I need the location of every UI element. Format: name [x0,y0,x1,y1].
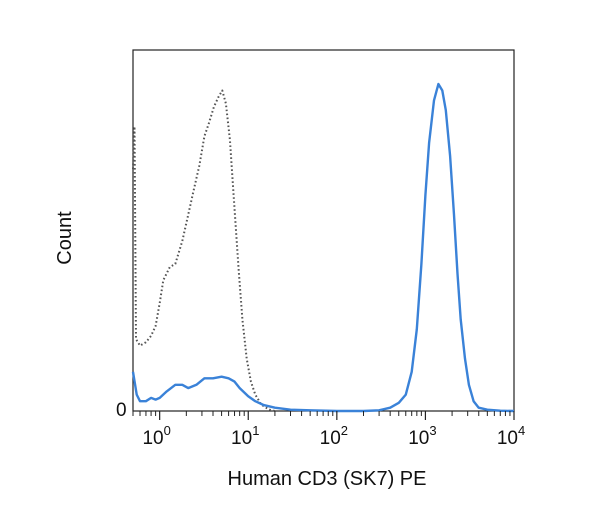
x-axis-title: Human CD3 (SK7) PE [228,468,427,490]
x-tick-label: 102 [320,423,348,449]
x-tick-label: 100 [142,423,170,449]
x-axis-ticks: 100 101 102 103 104 [132,411,525,449]
histogram-line-solid [131,82,515,413]
x-tick-label: 104 [497,423,525,449]
plot-border [132,49,515,412]
y-tick-label-zero: 0 [116,400,127,421]
histogram-line-dotted [132,89,276,412]
plot-frame [132,49,515,412]
y-axis-title: Count [54,211,76,265]
x-tick-label: 103 [408,423,436,449]
series-layer [131,82,515,413]
x-tick-label: 101 [231,423,259,449]
